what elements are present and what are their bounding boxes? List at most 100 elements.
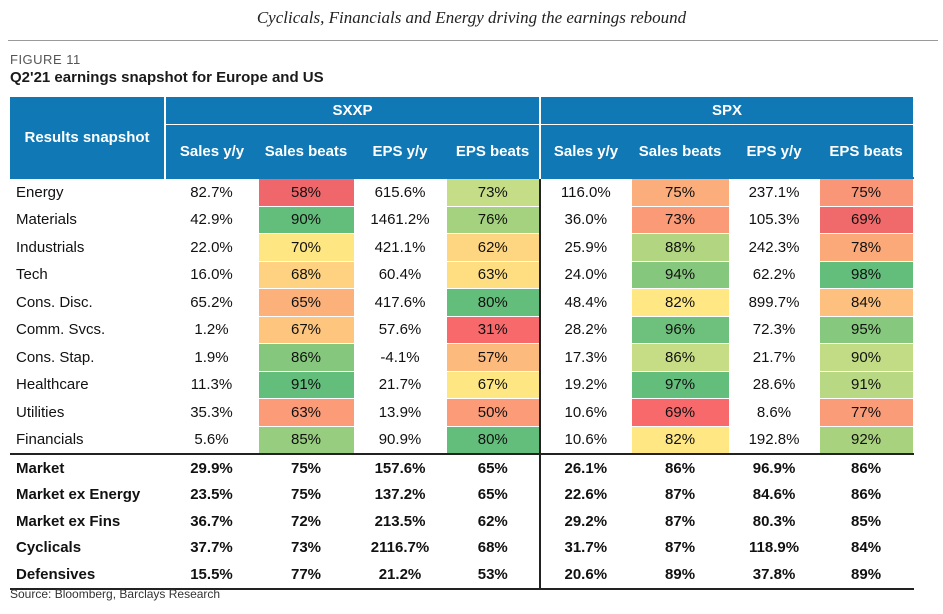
table-cell: 36.7%: [164, 508, 259, 535]
table-cell: 65%: [445, 453, 542, 482]
table-cell: 89%: [630, 561, 730, 590]
table-cell: 89%: [818, 561, 914, 590]
table-row: Industrials 22.0% 70% 421.1% 62% 25.9% 88% 242.…: [10, 233, 914, 262]
table-cell: 65%: [445, 481, 542, 508]
table-cell: 63%: [257, 398, 355, 427]
table-cell: 68%: [257, 261, 355, 289]
table-cell: 1461.2%: [353, 206, 447, 234]
table-cell: 21.7%: [728, 343, 820, 372]
table-cell: 192.8%: [728, 426, 820, 455]
table-cell: 73%: [630, 206, 730, 234]
table-row: Financials 5.6% 85% 90.9% 80% 10.6% 82% 192.8% 9…: [10, 426, 914, 455]
column-header: EPS beats: [819, 124, 914, 178]
table-row: Materials 42.9% 90% 1461.2% 76% 36.0% 73% 105.3…: [10, 206, 914, 234]
table-cell: 20.6%: [539, 561, 632, 590]
table-row: Defensives 15.5% 77% 21.2% 53% 20.6% 89% 37.8% 8…: [10, 561, 914, 590]
table-cell: 899.7%: [728, 288, 820, 317]
table-cell: 98%: [818, 261, 914, 289]
column-header: EPS y/y: [354, 124, 446, 178]
table-cell: 75%: [630, 177, 730, 207]
table-cell: 87%: [630, 481, 730, 508]
row-label: Utilities: [10, 398, 166, 427]
table-cell: 8.6%: [728, 398, 820, 427]
row-label: Financials: [10, 426, 166, 455]
table-cell: 62.2%: [728, 261, 820, 289]
row-label: Energy: [10, 177, 166, 207]
table-cell: 242.3%: [728, 233, 820, 262]
table-cell: 80.3%: [728, 508, 820, 535]
table-cell: 87%: [630, 508, 730, 535]
row-label: Comm. Svcs.: [10, 316, 166, 344]
table-cell: 69%: [630, 398, 730, 427]
table-cell: 31.7%: [539, 534, 632, 561]
column-header: Sales y/y: [165, 124, 258, 178]
row-label: Market: [10, 453, 166, 482]
table-cell: 29.2%: [539, 508, 632, 535]
table-cell: 10.6%: [539, 426, 632, 455]
table-cell: 84%: [818, 534, 914, 561]
table-row: Cons. Disc. 65.2% 65% 417.6% 80% 48.4% 82% 899.…: [10, 288, 914, 317]
table-cell: 105.3%: [728, 206, 820, 234]
table-cell: 23.5%: [164, 481, 259, 508]
row-label: Defensives: [10, 561, 166, 590]
column-header: EPS y/y: [729, 124, 820, 178]
table-cell: 67%: [445, 371, 542, 399]
table-cell: 615.6%: [353, 177, 447, 207]
table-cell: 85%: [818, 508, 914, 535]
table-cell: 94%: [630, 261, 730, 289]
table-cell: 82%: [630, 426, 730, 455]
table-cell: 82%: [630, 288, 730, 317]
table-cell: 96.9%: [728, 453, 820, 482]
figure-label: FIGURE 11: [10, 52, 81, 67]
table-cell: 75%: [818, 177, 914, 207]
table-cell: 65%: [257, 288, 355, 317]
table-cell: 67%: [257, 316, 355, 344]
table-cell: 29.9%: [164, 453, 259, 482]
table-cell: 65.2%: [164, 288, 259, 317]
table-cell: 69%: [818, 206, 914, 234]
row-label: Cons. Disc.: [10, 288, 166, 317]
table-cell: 86%: [630, 343, 730, 372]
table-cell: 22.6%: [539, 481, 632, 508]
table-cell: 11.3%: [164, 371, 259, 399]
table-cell: 84.6%: [728, 481, 820, 508]
table-row: Utilities 35.3% 63% 13.9% 50% 10.6% 69% 8.6% 77%: [10, 398, 914, 427]
table-cell: 90.9%: [353, 426, 447, 455]
column-header: Sales y/y: [540, 124, 632, 178]
table-row: Healthcare 11.3% 91% 21.7% 67% 19.2% 97% 28.6% 9…: [10, 371, 914, 399]
table-cell: 86%: [818, 481, 914, 508]
table-cell: 80%: [445, 288, 542, 317]
table-cell: 63%: [445, 261, 542, 289]
table-cell: 72.3%: [728, 316, 820, 344]
table-cell: 97%: [630, 371, 730, 399]
table-cell: 78%: [818, 233, 914, 262]
table-cell: 91%: [818, 371, 914, 399]
row-label: Healthcare: [10, 371, 166, 399]
table-cell: 77%: [818, 398, 914, 427]
row-label: Materials: [10, 206, 166, 234]
row-label: Tech: [10, 261, 166, 289]
table-cell: 88%: [630, 233, 730, 262]
table-cell: 73%: [257, 534, 355, 561]
title-divider: [8, 40, 938, 41]
table-cell: 86%: [257, 343, 355, 372]
table-cell: 90%: [257, 206, 355, 234]
table-cell: 137.2%: [353, 481, 447, 508]
table-cell: 87%: [630, 534, 730, 561]
row-label: Market ex Energy: [10, 481, 166, 508]
table-cell: 417.6%: [353, 288, 447, 317]
table-cell: 1.2%: [164, 316, 259, 344]
table-cell: 72%: [257, 508, 355, 535]
table-cell: 21.2%: [353, 561, 447, 590]
table-cell: 37.7%: [164, 534, 259, 561]
table-cell: 86%: [818, 453, 914, 482]
table-cell: 13.9%: [353, 398, 447, 427]
table-cell: 213.5%: [353, 508, 447, 535]
row-label: Cyclicals: [10, 534, 166, 561]
column-header: Sales beats: [258, 124, 354, 178]
table-cell: 42.9%: [164, 206, 259, 234]
table-cell: 91%: [257, 371, 355, 399]
table-row: Market ex Energy 23.5% 75% 137.2% 65% 22.6% 87…: [10, 481, 914, 508]
table-row: Market ex Fins 36.7% 72% 213.5% 62% 29.2% 87% 8…: [10, 508, 914, 535]
table-cell: 85%: [257, 426, 355, 455]
